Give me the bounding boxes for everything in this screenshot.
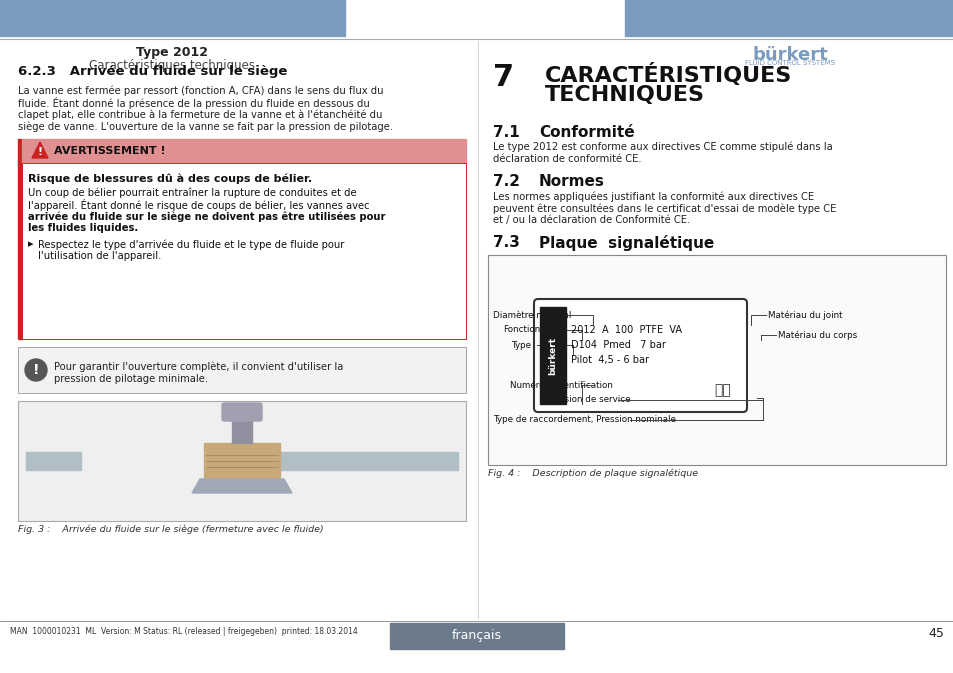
Text: français: français [452,629,501,643]
Polygon shape [192,479,292,493]
Text: Un coup de bélier pourrait entraîner la rupture de conduites et de: Un coup de bélier pourrait entraîner la … [28,187,356,197]
Text: arrivée du fluide sur le siège ne doivent pas être utilisées pour: arrivée du fluide sur le siège ne doiven… [28,211,385,221]
Text: Fig. 3 :    Arrivée du fluide sur le siège (fermeture avec le fluide): Fig. 3 : Arrivée du fluide sur le siège … [18,525,323,534]
Polygon shape [32,142,48,158]
Text: MAN  1000010231  ML  Version: M Status: RL (released | freigegeben)  printed: 18: MAN 1000010231 ML Version: M Status: RL … [10,627,357,636]
Text: !: ! [32,363,39,377]
Text: l'appareil. Étant donné le risque de coups de bélier, les vannes avec: l'appareil. Étant donné le risque de cou… [28,199,369,211]
Text: 2012  A  100  PTFE  VA: 2012 A 100 PTFE VA [571,325,681,335]
Bar [280,452,457,470]
Text: Type 2012: Type 2012 [136,46,208,59]
Text: 7.2: 7.2 [493,174,519,189]
Text: Type: Type [511,341,531,349]
Bar [624,0,953,36]
Text: Normes: Normes [538,174,604,189]
Bar [539,307,565,404]
Text: Plaque  signalétique: Plaque signalétique [538,235,714,251]
Text: 7.3: 7.3 [493,235,519,250]
Bar [18,401,465,521]
Text: Fonction: Fonction [502,326,539,334]
Text: Respectez le type d'arrivée du fluide et le type de fluide pour: Respectez le type d'arrivée du fluide et… [38,239,344,250]
Text: Risque de blessures dû à des coups de bélier.: Risque de blessures dû à des coups de bé… [28,173,312,184]
Text: fluide. Étant donné la présence de la pression du fluide en dessous du: fluide. Étant donné la présence de la pr… [18,97,370,109]
Text: Pour garantir l'ouverture complète, il convient d'utiliser la: Pour garantir l'ouverture complète, il c… [54,361,343,371]
Text: Numéro d'identification: Numéro d'identification [510,380,612,390]
FancyBboxPatch shape [222,403,262,421]
Text: D104  Pmed   7 bar: D104 Pmed 7 bar [571,340,665,350]
Text: 6.2.3   Arrivée du fluide sur le siège: 6.2.3 Arrivée du fluide sur le siège [18,65,287,78]
Bar [18,139,22,339]
Text: les fluides liquides.: les fluides liquides. [28,223,138,233]
Text: Caractéristiques techniques: Caractéristiques techniques [89,59,254,72]
Text: Fig. 4 :    Description de plaque signalétique: Fig. 4 : Description de plaque signaléti… [488,469,698,479]
FancyBboxPatch shape [534,299,746,412]
Text: Diamètre nominal: Diamètre nominal [493,310,571,320]
Text: !: ! [37,147,43,157]
Text: Matériau du corps: Matériau du corps [778,330,857,340]
Text: Pression de service: Pression de service [545,396,630,404]
Text: l'utilisation de l'appareil.: l'utilisation de l'appareil. [38,251,161,261]
Text: ⒸⒺ: ⒸⒺ [714,383,731,397]
Bar [22,139,465,163]
Text: bürkert: bürkert [751,46,827,64]
Bar [488,255,945,465]
Text: ▸: ▸ [28,239,33,249]
Bar [18,347,465,393]
Text: clapet plat, elle contribue à la fermeture de la vanne et à l'étanchéité du: clapet plat, elle contribue à la fermetu… [18,109,382,120]
Bar [390,623,563,649]
Text: Matériau du joint: Matériau du joint [767,310,841,320]
Text: CARACTÉRISTIQUES: CARACTÉRISTIQUES [544,63,791,86]
Bar [22,163,465,339]
Bar [204,443,280,479]
Text: siège de vanne. L'ouverture de la vanne se fait par la pression de pilotage.: siège de vanne. L'ouverture de la vanne … [18,121,393,131]
Text: Conformité: Conformité [538,125,634,140]
Text: 45: 45 [927,627,943,640]
Bar [0,0,345,36]
Text: pression de pilotage minimale.: pression de pilotage minimale. [54,374,208,384]
Text: bürkert: bürkert [548,336,557,375]
Text: 7: 7 [493,63,514,92]
Text: FLUID CONTROL SYSTEMS: FLUID CONTROL SYSTEMS [744,60,834,66]
Text: AVERTISSEMENT !: AVERTISSEMENT ! [54,146,166,156]
Bar [26,452,81,470]
Text: Type de raccordement, Pression nominale: Type de raccordement, Pression nominale [493,415,675,425]
Text: TECHNIQUES: TECHNIQUES [544,85,704,105]
Text: La vanne est fermée par ressort (fonction A, CFA) dans le sens du flux du: La vanne est fermée par ressort (fonctio… [18,85,383,96]
Text: peuvent être consultées dans le certificat d'essai de modèle type CE: peuvent être consultées dans le certific… [493,203,836,213]
Text: déclaration de conformité CE.: déclaration de conformité CE. [493,154,641,164]
Circle shape [25,359,47,381]
Text: Le type 2012 est conforme aux directives CE comme stipulé dans la: Le type 2012 est conforme aux directives… [493,142,832,153]
Text: 7.1: 7.1 [493,125,519,140]
Text: Pilot  4,5 - 6 bar: Pilot 4,5 - 6 bar [571,355,648,365]
Bar [232,415,252,443]
Text: et / ou la déclaration de Conformité CE.: et / ou la déclaration de Conformité CE. [493,215,690,225]
Text: Les normes appliquées justifiant la conformité aux directives CE: Les normes appliquées justifiant la conf… [493,191,813,201]
